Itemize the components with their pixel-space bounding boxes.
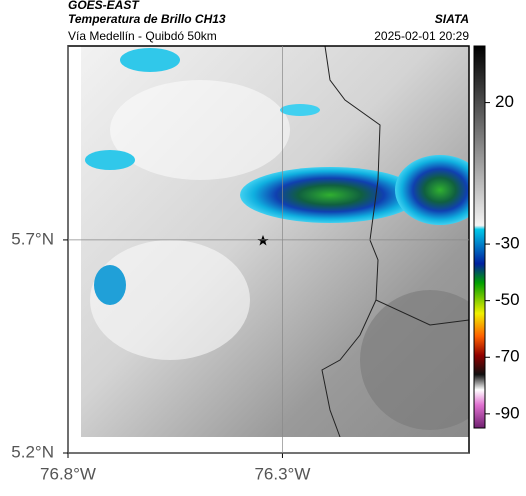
x-tick-label: 76.8°W xyxy=(40,464,96,483)
colorbar-tick-label: -30 xyxy=(495,234,520,253)
location: Vía Medellín - Quibdó 50km xyxy=(68,29,217,43)
datetime: 2025-02-01 20:29 xyxy=(374,29,469,43)
colorbar-tick-label: 20 xyxy=(495,92,514,111)
colorbar xyxy=(473,45,486,429)
colorbar-tick-label: -50 xyxy=(495,290,520,309)
colorbar-tick-label: -90 xyxy=(495,403,520,422)
satellite: GOES-EAST xyxy=(68,0,140,12)
y-tick-label: 5.2°N xyxy=(11,442,54,461)
y-tick-label: 5.7°N xyxy=(11,229,54,248)
x-tick-label: 76.3°W xyxy=(254,464,310,483)
imagery xyxy=(81,46,469,437)
product: Temperatura de Brillo CH13 xyxy=(68,12,226,26)
colorbar-tick-label: -70 xyxy=(495,347,520,366)
source: SIATA xyxy=(435,12,469,26)
